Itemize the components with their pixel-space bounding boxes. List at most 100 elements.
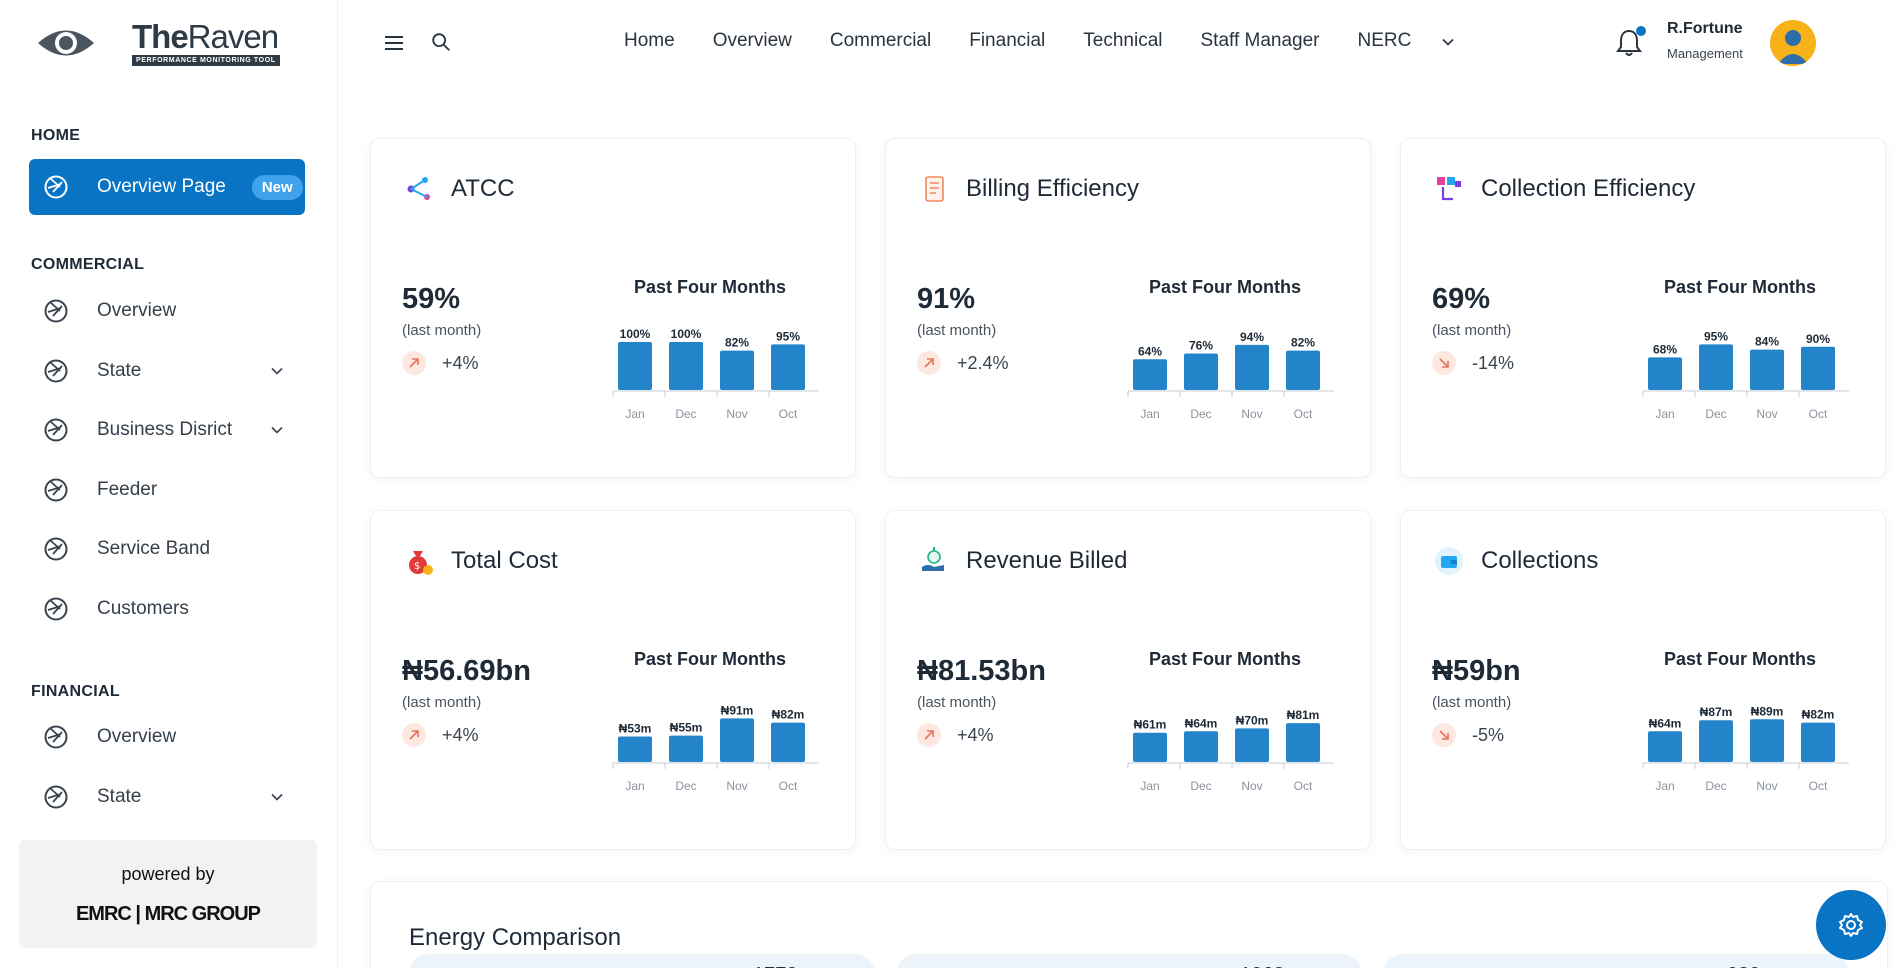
trend-arrow <box>917 351 941 375</box>
energy-pill-delivered[interactable]: Delivered1772 9% <box>409 954 875 968</box>
chart-bar[interactable] <box>618 342 652 390</box>
chart-bar[interactable] <box>1699 720 1733 762</box>
chart-bar[interactable] <box>1286 350 1320 390</box>
sidebar-item-customers[interactable]: Customers <box>29 581 305 637</box>
nav-overview[interactable]: Overview <box>712 30 792 51</box>
chart-bar[interactable] <box>1750 349 1784 390</box>
chart-bar[interactable] <box>1235 728 1269 762</box>
chart-bar[interactable] <box>669 735 703 762</box>
chart-bar[interactable] <box>1133 359 1167 390</box>
bar-data-label: 82% <box>725 336 749 350</box>
chart-bar[interactable] <box>771 722 805 762</box>
user-avatar-icon <box>1778 30 1808 64</box>
energy-pill-billed[interactable]: Billed1263 6% <box>896 954 1362 968</box>
chart-bar[interactable] <box>1801 722 1835 762</box>
chevron-down-icon <box>271 367 283 375</box>
chart-bar[interactable] <box>1699 344 1733 390</box>
sidebar-item-business-disrict[interactable]: Business Disrict <box>29 402 305 458</box>
sidebar-item-feeder[interactable]: Feeder <box>29 462 305 518</box>
arrow-up-right-icon <box>924 358 934 368</box>
kpi-card-collections[interactable]: Collections ₦59bn (last month) -5% Past Four… <box>1400 510 1886 850</box>
bar-data-label: ₦64m <box>1649 716 1682 730</box>
chevron-down-icon <box>271 426 283 434</box>
user-info[interactable]: R.Fortune Management <box>1667 20 1743 61</box>
mini-bar-chart: ₦64m Jan ₦87m Dec ₦89m Nov ₦82m Oct <box>1642 704 1849 793</box>
kpi-card-collection-efficiency[interactable]: Collection Efficiency 69% (last month) -14%… <box>1400 138 1886 478</box>
chart-bar[interactable] <box>1184 353 1218 390</box>
chart-bar[interactable] <box>1648 731 1682 762</box>
change-value: -5% <box>1472 724 1505 745</box>
bar-category-label: Dec <box>675 779 696 793</box>
kpi-card-revenue-billed[interactable]: Revenue Billed ₦81.53bn (last month) +4% Pas… <box>885 510 1371 850</box>
aperture-icon <box>44 597 68 620</box>
nav-home[interactable]: Home <box>624 30 675 51</box>
search-icon[interactable] <box>430 31 452 53</box>
energy-comparison-title: Energy Comparison <box>409 924 622 951</box>
bar-category-label: Jan <box>625 407 644 421</box>
chart-bar[interactable] <box>1648 357 1682 390</box>
sidebar-item-label: Service Band <box>97 538 211 559</box>
bar-data-label: 90% <box>1806 332 1830 346</box>
sidebar-item-service-band[interactable]: Service Band <box>29 521 305 577</box>
notification-bell[interactable] <box>1614 26 1646 58</box>
pill-value: 1263 <box>1240 964 1285 968</box>
bell-icon <box>1616 29 1642 56</box>
sidebar-item-state[interactable]: State <box>29 769 305 825</box>
bar-data-label: 68% <box>1653 342 1677 356</box>
billing-icon <box>918 173 950 205</box>
bar-category-label: Nov <box>1241 779 1262 793</box>
avatar[interactable] <box>1770 20 1816 66</box>
bar-category-label: Jan <box>625 779 644 793</box>
sidebar-item-overview[interactable]: Overview <box>29 283 305 339</box>
brand-logo[interactable]: TheRaven PERFORMANCE MONITORING TOOL <box>36 20 280 66</box>
chart-bar[interactable] <box>771 344 805 390</box>
nav-commercial[interactable]: Commercial <box>829 30 932 51</box>
bar-data-label: ₦53m <box>619 722 652 736</box>
powered-by-box: powered by EMRC | MRC GROUP <box>19 840 317 948</box>
top-header: Home Overview Commercial Financial Technical… <box>338 0 1896 86</box>
settings-button[interactable] <box>1816 890 1886 960</box>
chart-bar[interactable] <box>669 342 703 390</box>
bar-data-label: ₦82m <box>772 708 805 722</box>
change-value: +2.4% <box>957 352 1009 373</box>
chart-bar[interactable] <box>1184 731 1218 762</box>
chart-bar[interactable] <box>1286 723 1320 762</box>
card-title: Collection Efficiency <box>1481 175 1696 202</box>
brand-tagline: PERFORMANCE MONITORING TOOL <box>132 55 280 66</box>
kpi-card-total-cost[interactable]: $ Total Cost ₦56.69bn (last month) +4% Past F… <box>370 510 856 850</box>
chart-title: Past Four Months <box>634 649 786 669</box>
nav-nerc[interactable]: NERC <box>1357 30 1412 51</box>
sidebar-item-overview[interactable]: Overview <box>29 709 305 765</box>
bar-category-label: Oct <box>779 407 798 421</box>
sidebar-item-label: Overview <box>97 726 177 747</box>
chevron-down-icon[interactable] <box>1438 32 1458 52</box>
chart-bar[interactable] <box>1750 719 1784 762</box>
chart-bar[interactable] <box>1133 732 1167 762</box>
chevron-down-icon <box>271 793 283 801</box>
atcc-icon <box>403 173 435 205</box>
chart-bar[interactable] <box>1235 344 1269 390</box>
card-change: +4% <box>402 723 479 747</box>
svg-text:$: $ <box>414 561 420 572</box>
mini-bar-chart: 64% Jan 76% Dec 94% Nov 82% Oct <box>1127 330 1334 421</box>
energy-pill-collected[interactable]: Collected989 14% <box>1383 954 1849 968</box>
chart-bar[interactable] <box>720 718 754 762</box>
aperture-icon <box>44 359 68 382</box>
hamburger-menu-icon[interactable] <box>382 31 406 55</box>
sidebar-item-overview-page[interactable]: Overview Page New <box>29 159 305 215</box>
arrow-down-right-icon <box>1439 358 1449 368</box>
nav-financial[interactable]: Financial <box>969 30 1046 51</box>
kpi-card-billing-efficiency[interactable]: Billing Efficiency 91% (last month) +2.4% Pa… <box>885 138 1371 478</box>
aperture-icon <box>44 785 68 808</box>
chart-bar[interactable] <box>618 736 652 762</box>
nav-staff-manager[interactable]: Staff Manager <box>1200 30 1320 51</box>
money-bag-icon: $ <box>403 545 435 577</box>
change-value: -14% <box>1472 352 1515 373</box>
kpi-card-atcc[interactable]: ATCC 59% (last month) +4% Past Four Months 10… <box>370 138 856 478</box>
chart-bar[interactable] <box>720 350 754 390</box>
aperture-icon <box>44 725 68 749</box>
nav-technical[interactable]: Technical <box>1083 30 1163 51</box>
chart-bar[interactable] <box>1801 346 1835 390</box>
sidebar-item-state[interactable]: State <box>29 343 305 399</box>
card-change: +4% <box>917 723 994 747</box>
